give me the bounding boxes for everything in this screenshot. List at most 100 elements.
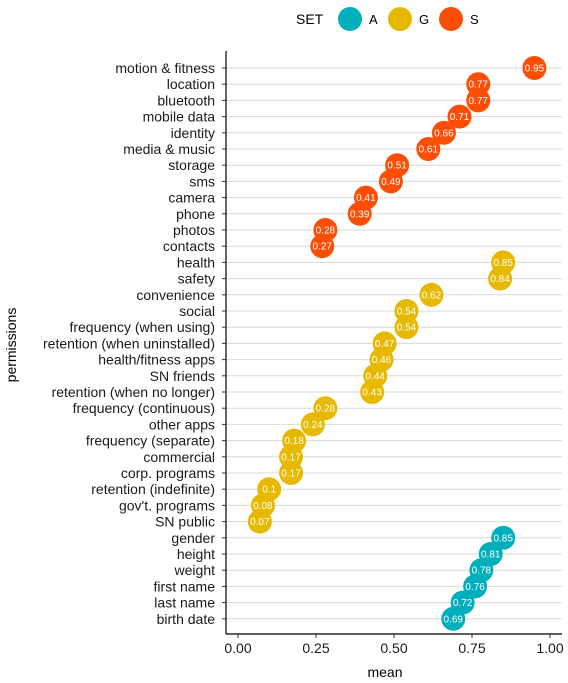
- y-tick-label: safety: [178, 271, 215, 287]
- x-axis-title: mean: [367, 664, 402, 680]
- y-tick-label: weight: [174, 562, 216, 578]
- y-tick-label: gov't. programs: [119, 497, 215, 513]
- data-point: [416, 137, 441, 161]
- legend-label-a: A: [369, 12, 378, 27]
- data-label: 0.18: [284, 436, 304, 447]
- x-tick-label: 0.75: [458, 640, 485, 656]
- y-tick-label: photos: [173, 222, 215, 238]
- data-point: [466, 88, 491, 113]
- y-tick-label: storage: [168, 157, 215, 173]
- data-label: 0.43: [362, 388, 382, 399]
- data-label: 0.76: [465, 582, 485, 593]
- data-point: [488, 266, 513, 291]
- y-tick-label: retention (indefinite): [91, 481, 215, 497]
- data-point: [310, 234, 335, 259]
- y-tick-label: health: [177, 254, 215, 270]
- data-label: 0.17: [281, 452, 301, 463]
- data-label: 0.41: [356, 193, 376, 204]
- legend-label-s: S: [470, 12, 479, 27]
- y-tick-label: motion & fitness: [115, 60, 215, 76]
- y-axis-title: permissions: [3, 308, 19, 383]
- data-label: 0.77: [469, 96, 489, 107]
- data-label: 0.72: [453, 598, 473, 609]
- data-point: [522, 56, 547, 80]
- y-tick-label: last name: [154, 595, 215, 611]
- data-label: 0.62: [422, 290, 442, 301]
- y-tick-label: health/fitness apps: [98, 352, 215, 368]
- data-point: [491, 525, 516, 550]
- legend-swatch-a: [338, 7, 362, 31]
- y-tick-label: retention (when uninstalled): [43, 335, 215, 351]
- x-axis-ticks: 0.00 0.25 0.50 0.75 1.00: [224, 634, 564, 656]
- data-label: 0.39: [350, 209, 370, 220]
- y-tick-label: birth date: [157, 611, 216, 627]
- data-label: 0.85: [493, 533, 513, 544]
- data-label: 0.61: [419, 145, 439, 156]
- data-label: 0.95: [525, 64, 545, 75]
- data-label: 0.85: [493, 258, 513, 269]
- data-point: [247, 509, 272, 534]
- y-tick-label: bluetooth: [157, 92, 215, 108]
- y-tick-label: gender: [171, 530, 215, 546]
- legend-swatch-g: [388, 7, 412, 31]
- x-tick-label: 1.00: [536, 640, 563, 656]
- data-label: 0.66: [434, 128, 454, 139]
- legend-swatch-s: [439, 7, 463, 31]
- data-label: 0.47: [375, 339, 395, 350]
- y-tick-label: media & music: [123, 141, 215, 157]
- x-tick-label: 0.25: [302, 640, 329, 656]
- y-axis-ticks: motion & fitnesslocationbluetoothmobile …: [43, 60, 226, 627]
- data-point: [419, 282, 444, 307]
- data-label: 0.51: [387, 161, 407, 172]
- data-label: 0.1: [262, 485, 276, 496]
- y-tick-label: sms: [189, 173, 215, 189]
- y-tick-label: corp. programs: [121, 465, 215, 481]
- x-tick-label: 0.00: [224, 640, 251, 656]
- y-tick-label: commercial: [143, 449, 215, 465]
- data-label: 0.77: [469, 80, 489, 91]
- data-label: 0.08: [253, 501, 273, 512]
- y-tick-label: mobile data: [143, 109, 216, 125]
- y-tick-label: other apps: [149, 416, 215, 432]
- y-tick-label: retention (when no longer): [52, 384, 215, 400]
- y-tick-label: SN friends: [150, 368, 215, 384]
- y-tick-label: location: [167, 76, 215, 92]
- legend-label-g: G: [419, 12, 429, 27]
- data-point: [279, 461, 304, 485]
- legend-title: SET: [296, 11, 324, 27]
- y-tick-label: frequency (continuous): [73, 400, 215, 416]
- legend: SET A G S: [296, 7, 479, 31]
- data-point: [431, 120, 456, 145]
- y-tick-label: identity: [171, 125, 215, 141]
- data-point: [347, 201, 372, 226]
- data-point: [394, 315, 419, 340]
- data-label: 0.54: [397, 323, 417, 334]
- data-point: [378, 169, 403, 194]
- data-label: 0.07: [250, 517, 270, 528]
- y-tick-label: frequency (separate): [86, 433, 215, 449]
- y-tick-label: first name: [154, 578, 216, 594]
- data-point: [300, 412, 325, 437]
- data-label: 0.17: [281, 469, 301, 480]
- y-tick-label: phone: [176, 206, 215, 222]
- data-label: 0.84: [490, 274, 510, 285]
- y-tick-label: SN public: [155, 514, 215, 530]
- data-point: [360, 380, 385, 404]
- data-label: 0.78: [472, 566, 492, 577]
- data-label: 0.81: [481, 550, 501, 561]
- data-point: [447, 104, 472, 129]
- y-tick-label: contacts: [163, 238, 215, 254]
- data-label: 0.49: [381, 177, 401, 188]
- y-tick-label: frequency (when using): [69, 319, 215, 335]
- data-point: [463, 574, 488, 599]
- data-label: 0.28: [316, 226, 336, 237]
- data-point: [313, 396, 338, 421]
- data-point: [441, 606, 466, 631]
- y-tick-label: height: [177, 546, 215, 562]
- y-tick-label: convenience: [136, 287, 215, 303]
- data-label: 0.71: [450, 112, 470, 123]
- data-label: 0.69: [444, 614, 464, 625]
- y-tick-label: camera: [168, 190, 215, 206]
